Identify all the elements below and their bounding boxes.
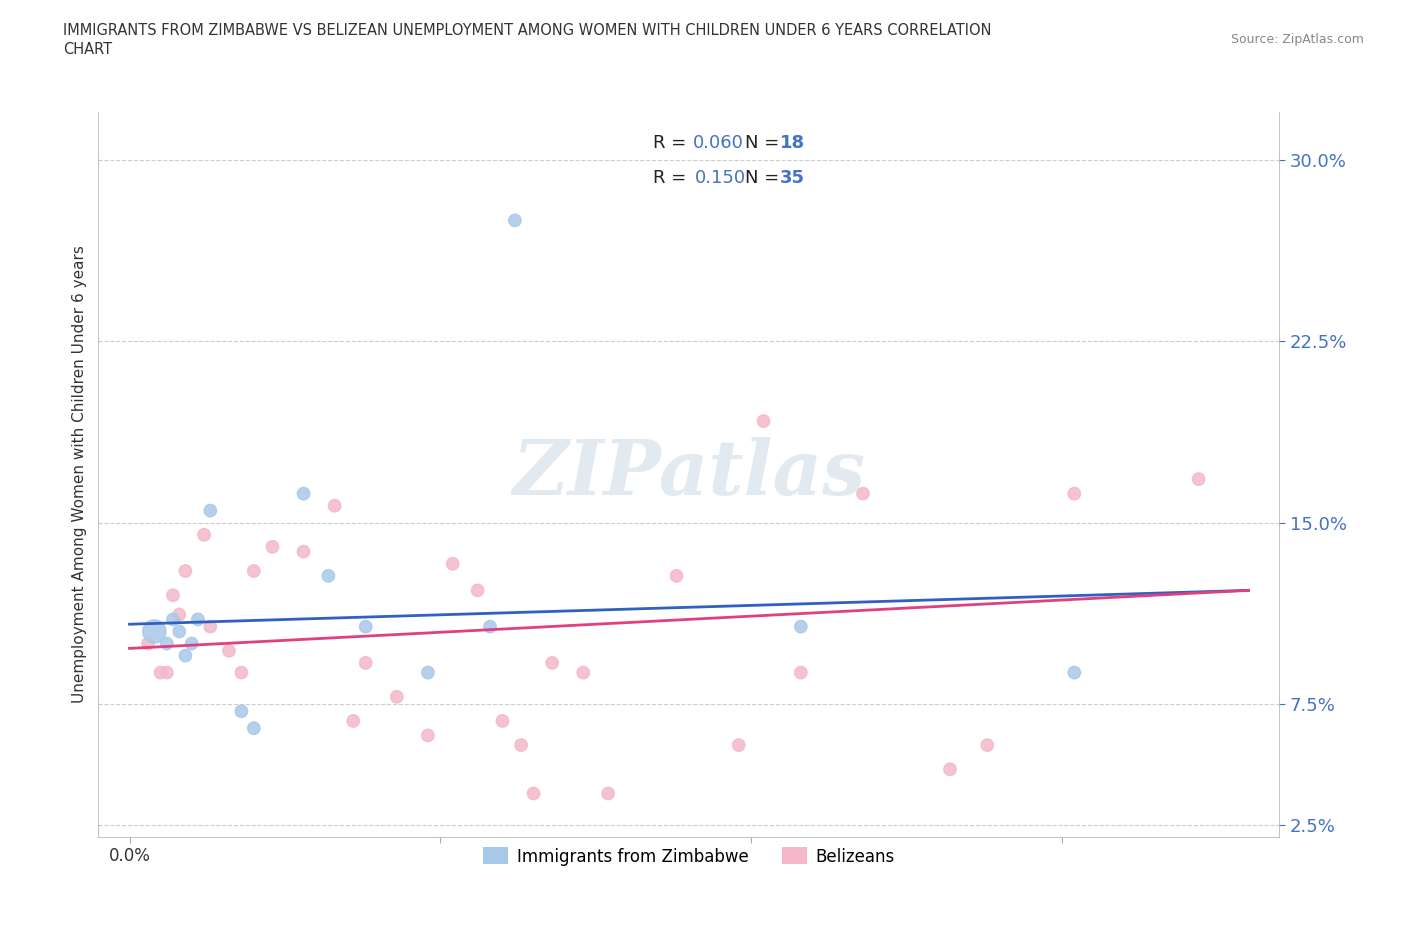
Point: [323, 498, 346, 513]
Text: 18: 18: [780, 134, 804, 152]
Text: Source: ZipAtlas.com: Source: ZipAtlas.com: [1230, 33, 1364, 46]
Point: [665, 568, 688, 583]
Text: 0.150: 0.150: [696, 169, 747, 187]
Point: [510, 737, 533, 752]
Point: [143, 624, 166, 639]
Text: CHART: CHART: [63, 42, 112, 57]
Point: [342, 713, 364, 728]
Point: [354, 619, 377, 634]
Point: [156, 636, 179, 651]
Point: [1063, 486, 1085, 501]
Point: [231, 665, 253, 680]
Point: [200, 503, 222, 518]
Point: [752, 414, 775, 429]
Point: [939, 762, 962, 777]
Point: [156, 665, 179, 680]
Point: [479, 619, 502, 634]
Point: [162, 612, 184, 627]
Point: [522, 786, 544, 801]
Point: [167, 624, 190, 639]
Point: [598, 786, 620, 801]
Point: [416, 665, 439, 680]
Point: [467, 583, 489, 598]
Text: N =: N =: [745, 169, 785, 187]
Point: [416, 728, 439, 743]
Point: [727, 737, 749, 752]
Text: N =: N =: [745, 134, 785, 152]
Text: IMMIGRANTS FROM ZIMBABWE VS BELIZEAN UNEMPLOYMENT AMONG WOMEN WITH CHILDREN UNDE: IMMIGRANTS FROM ZIMBABWE VS BELIZEAN UNE…: [63, 23, 991, 38]
Legend: Immigrants from Zimbabwe, Belizeans: Immigrants from Zimbabwe, Belizeans: [477, 841, 901, 872]
Point: [292, 486, 315, 501]
Point: [790, 619, 813, 634]
Point: [318, 568, 340, 583]
Point: [354, 656, 377, 671]
Point: [441, 556, 464, 571]
Point: [572, 665, 595, 680]
Point: [174, 564, 197, 578]
Text: 0.060: 0.060: [693, 134, 744, 152]
Point: [243, 721, 266, 736]
Point: [243, 564, 266, 578]
Point: [976, 737, 998, 752]
Point: [167, 607, 190, 622]
Point: [541, 656, 564, 671]
Point: [200, 619, 222, 634]
Text: ZIPatlas: ZIPatlas: [512, 437, 866, 512]
Point: [1188, 472, 1211, 486]
Point: [193, 527, 215, 542]
Point: [136, 636, 159, 651]
Point: [790, 665, 813, 680]
Point: [231, 704, 253, 719]
Point: [491, 713, 513, 728]
Point: [162, 588, 184, 603]
Point: [149, 665, 172, 680]
Point: [174, 648, 197, 663]
Point: [218, 644, 240, 658]
Point: [503, 213, 526, 228]
Y-axis label: Unemployment Among Women with Children Under 6 years: Unemployment Among Women with Children U…: [72, 246, 87, 703]
Point: [180, 636, 202, 651]
Point: [187, 612, 209, 627]
Point: [262, 539, 284, 554]
Text: 35: 35: [780, 169, 804, 187]
Point: [852, 486, 875, 501]
Point: [385, 689, 408, 704]
Text: R =: R =: [654, 134, 692, 152]
Point: [1063, 665, 1085, 680]
Point: [292, 544, 315, 559]
Text: R =: R =: [654, 169, 697, 187]
